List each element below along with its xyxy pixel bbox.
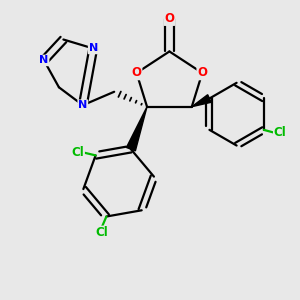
Text: N: N [78, 100, 87, 110]
Text: Cl: Cl [71, 146, 84, 159]
Text: N: N [88, 44, 98, 53]
Text: O: O [164, 12, 174, 25]
Text: Cl: Cl [95, 226, 108, 239]
Text: N: N [39, 56, 49, 65]
Text: O: O [197, 67, 207, 80]
Polygon shape [126, 107, 147, 151]
Text: Cl: Cl [274, 126, 286, 139]
Text: O: O [132, 67, 142, 80]
Polygon shape [192, 95, 211, 107]
